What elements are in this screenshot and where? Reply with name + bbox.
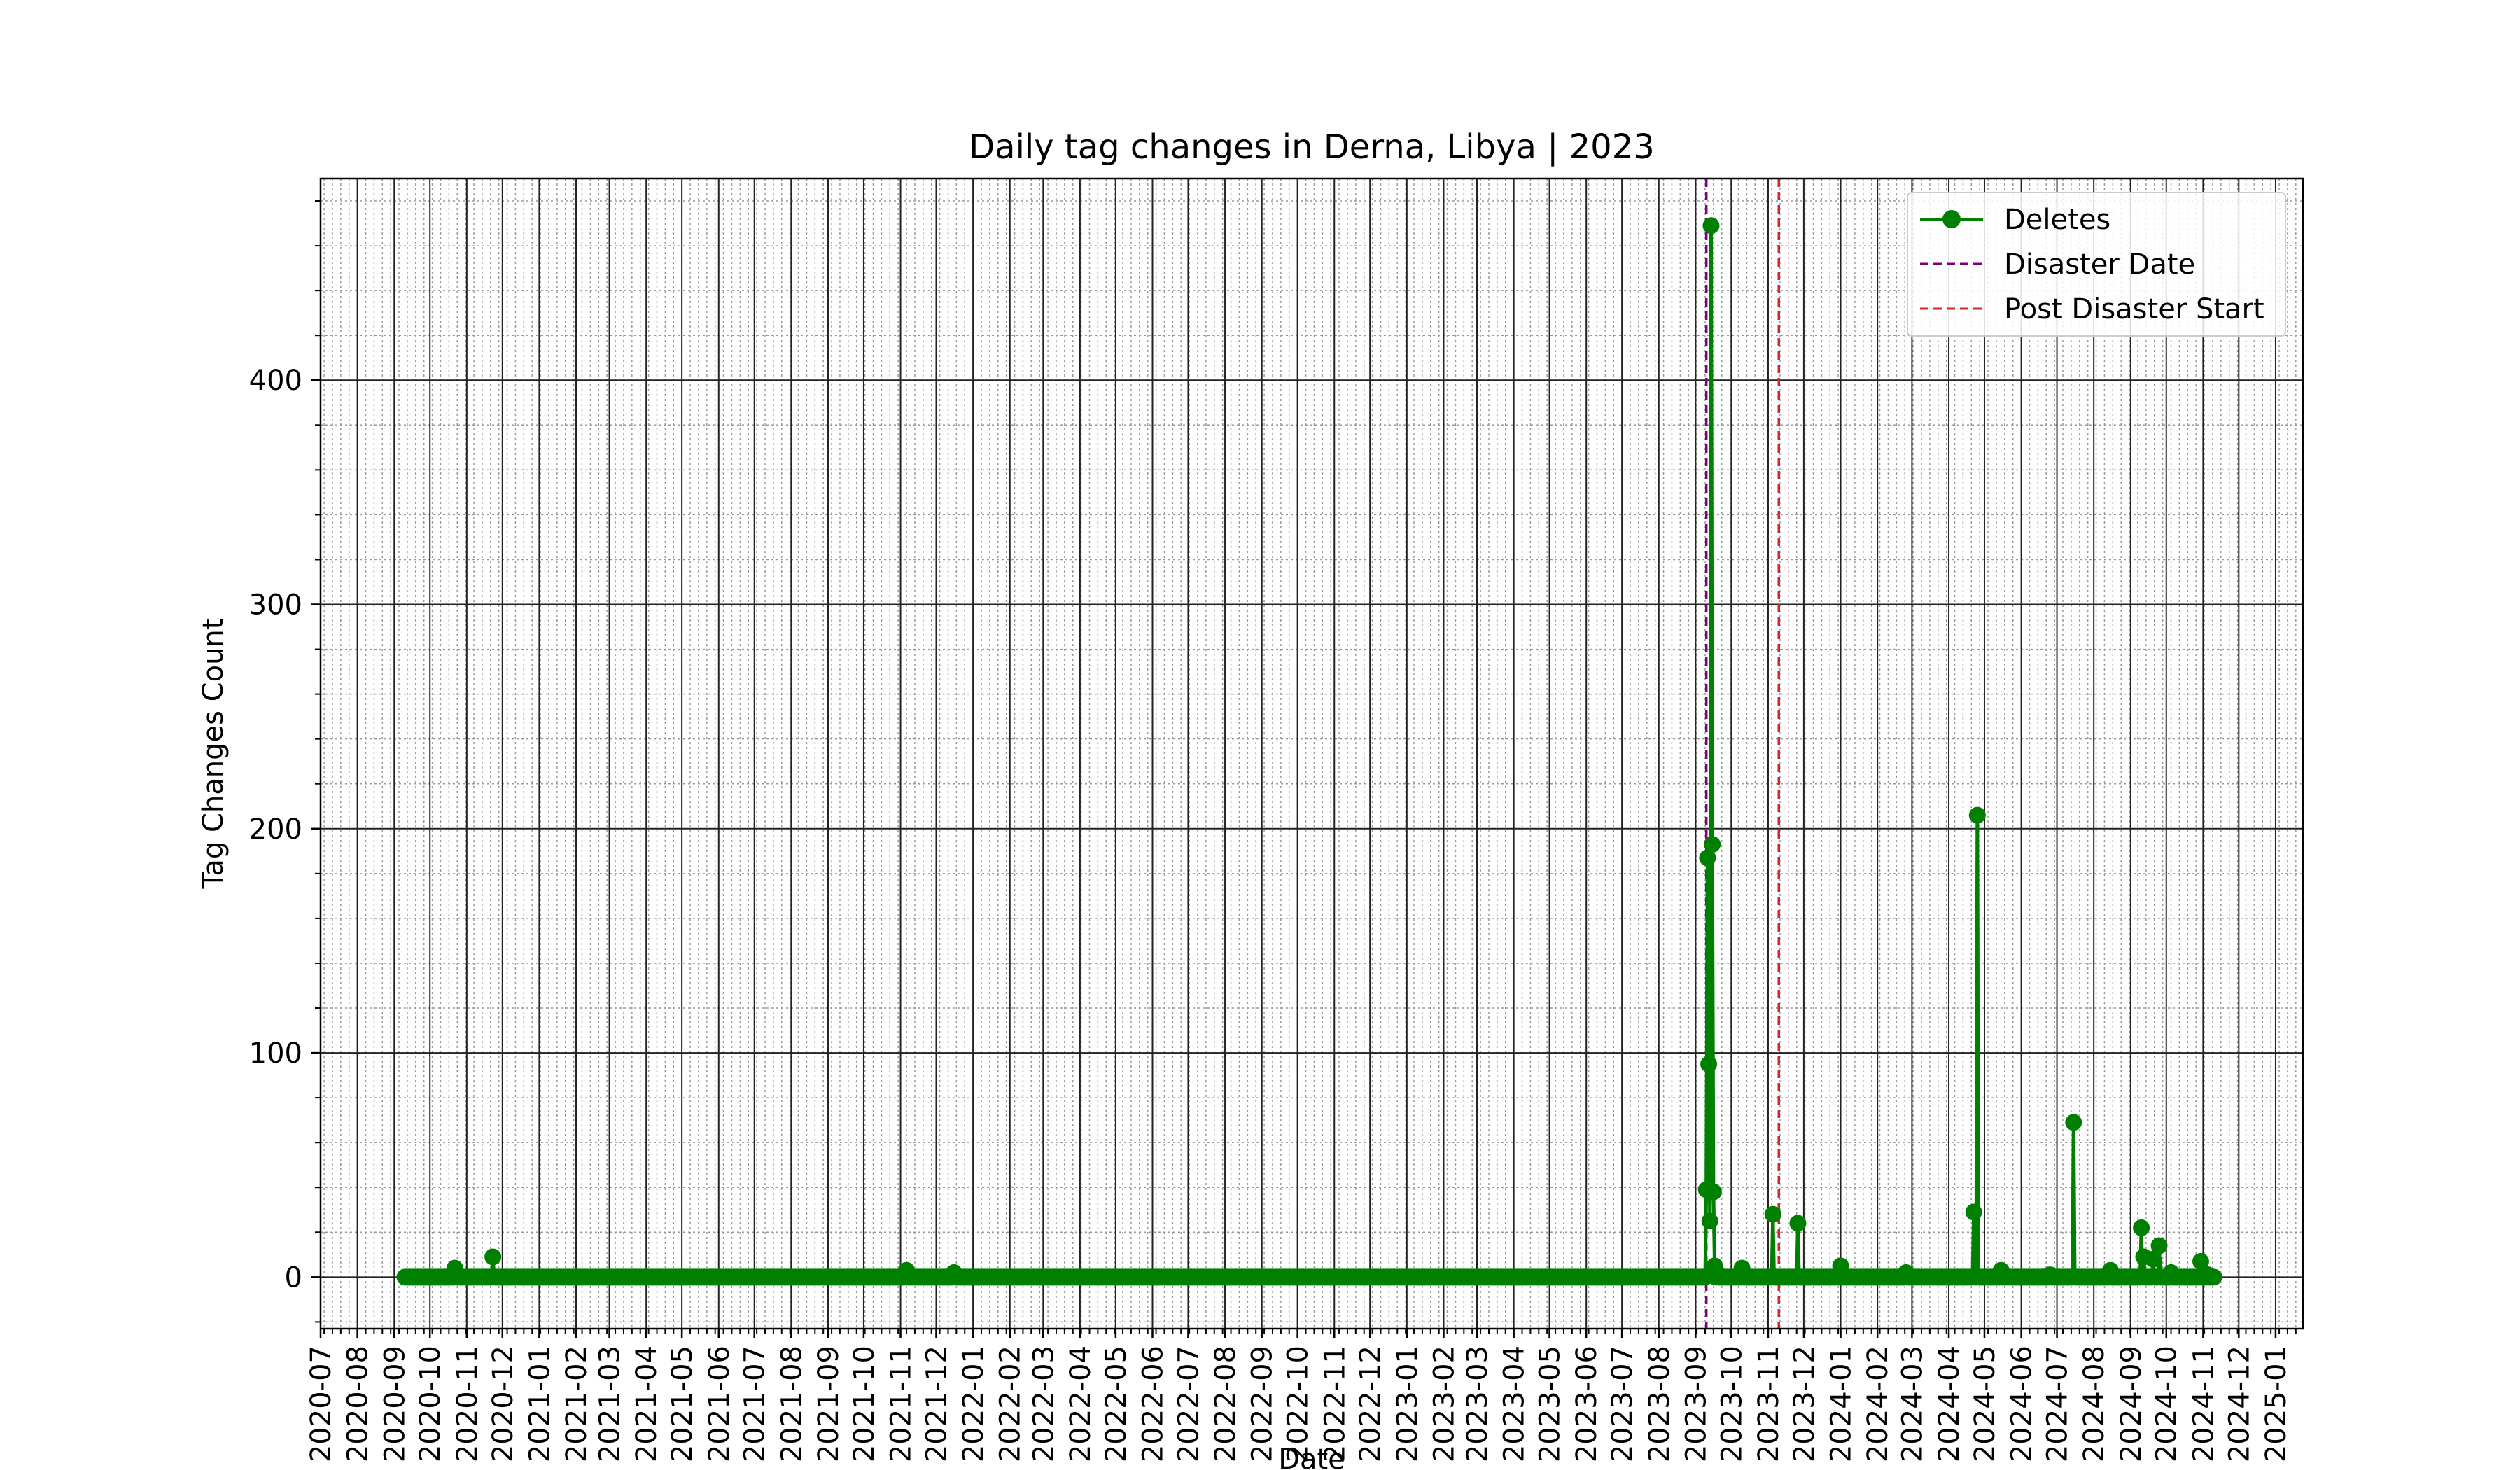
x-tick-label: 2022-04	[1065, 1345, 1097, 1462]
x-tick-label: 2022-05	[1100, 1345, 1133, 1462]
x-tick-label: 2023-08	[1644, 1345, 1676, 1462]
x-tick-label: 2022-01	[958, 1345, 990, 1462]
x-tick-label: 2021-12	[920, 1345, 953, 1462]
x-tick-label: 2021-08	[776, 1345, 808, 1462]
data-point	[2192, 1252, 2209, 1270]
x-tick-label: 2021-10	[848, 1345, 881, 1462]
x-tick-label: 2023-12	[1788, 1345, 1821, 1462]
x-tick-label: 2023-01	[1392, 1345, 1424, 1462]
y-tick-label: 0	[285, 1261, 302, 1294]
x-tick-label: 2024-01	[1826, 1345, 1858, 1462]
data-point	[1704, 1183, 1722, 1200]
data-point	[1699, 849, 1716, 867]
legend: Deletes Disaster Date Post Disaster Star…	[1907, 192, 2286, 337]
legend-deletes-marker	[1942, 210, 1961, 228]
x-tick-label: 2022-11	[1319, 1345, 1351, 1462]
x-tick-label: 2022-06	[1137, 1345, 1169, 1462]
x-tick-label: 2024-11	[2188, 1345, 2220, 1462]
x-tick-label: 2020-08	[342, 1345, 374, 1462]
x-tick-label: 2023-03	[1462, 1345, 1494, 1462]
x-tick-label: 2020-07	[305, 1345, 337, 1462]
x-tick-label: 2024-02	[1862, 1345, 1894, 1462]
data-point	[2145, 1250, 2162, 1268]
x-tick-label: 2021-01	[524, 1345, 556, 1462]
x-tick-label: 2024-05	[1969, 1345, 2001, 1462]
x-tick-label: 2024-10	[2151, 1345, 2183, 1462]
x-tick-label: 2023-09	[1680, 1345, 1712, 1462]
y-tick-label: 400	[249, 365, 302, 397]
x-tick-label: 2024-06	[2006, 1345, 2038, 1462]
legend-post-disaster-start-label: Post Disaster Start	[2004, 293, 2264, 326]
legend-disaster-date-label: Disaster Date	[2004, 248, 2195, 281]
data-point	[1702, 217, 1720, 234]
data-point	[2150, 1237, 2168, 1254]
x-tick-label: 2024-09	[2115, 1345, 2148, 1462]
data-point	[2065, 1114, 2082, 1131]
x-tick-label: 2021-05	[666, 1345, 699, 1462]
x-tick-label: 2024-08	[2078, 1345, 2110, 1462]
y-tick-label: 300	[249, 589, 302, 622]
x-tick-label: 2021-09	[813, 1345, 845, 1462]
x-tick-label: 2024-12	[2223, 1345, 2255, 1462]
x-tick-label: 2023-02	[1428, 1345, 1460, 1462]
major-grid	[320, 178, 2303, 1329]
x-tick-label: 2021-04	[631, 1345, 663, 1462]
x-tick-label: 2024-07	[2042, 1345, 2074, 1462]
x-tick-label: 2023-05	[1534, 1345, 1567, 1462]
chart-title: Daily tag changes in Derna, Libya | 2023	[969, 127, 1655, 167]
x-tick-label: 2021-03	[594, 1345, 626, 1462]
x-axis-label: Date	[1278, 1443, 1345, 1470]
x-tick-label: 2022-07	[1172, 1345, 1205, 1462]
x-tick-label: 2022-10	[1282, 1345, 1315, 1462]
x-tick-label: 2022-02	[995, 1345, 1027, 1462]
x-tick-label: 2023-04	[1499, 1345, 1531, 1462]
x-tick-label: 2021-11	[886, 1345, 918, 1462]
data-point	[1701, 1212, 1718, 1230]
x-tick-label: 2024-04	[1933, 1345, 1966, 1462]
minor-grid	[321, 178, 2303, 1329]
x-tick-label: 2025-01	[2260, 1345, 2292, 1462]
data-point	[1704, 836, 1721, 853]
x-tick-label: 2022-08	[1210, 1345, 1242, 1462]
data-point	[1764, 1205, 1782, 1223]
plot-frame	[319, 177, 2304, 1330]
y-axis-label: Tag Changes Count	[197, 619, 230, 890]
legend-box	[1907, 192, 2286, 337]
x-tick-label: 2023-11	[1753, 1345, 1785, 1462]
x-tick-label: 2022-12	[1354, 1345, 1387, 1462]
x-tick-label: 2021-07	[739, 1345, 771, 1462]
y-tick-label: 200	[249, 813, 302, 846]
x-tick-label: 2021-06	[704, 1345, 736, 1462]
data-point	[2133, 1219, 2150, 1236]
data-series	[396, 217, 2222, 1286]
data-point	[2205, 1268, 2222, 1286]
x-tick-label: 2023-10	[1716, 1345, 1748, 1462]
data-point	[1789, 1214, 1807, 1232]
x-tick-label: 2023-07	[1606, 1345, 1639, 1462]
y-tick-label: 100	[249, 1037, 302, 1070]
x-tick-label: 2022-09	[1247, 1345, 1279, 1462]
x-tick-label: 2020-12	[487, 1345, 519, 1462]
x-tick-label: 2022-03	[1028, 1345, 1060, 1462]
data-point	[1965, 1203, 1982, 1221]
series-line	[404, 223, 2215, 1279]
x-tick-label: 2023-06	[1571, 1345, 1603, 1462]
data-point	[1700, 1056, 1718, 1073]
data-point	[1968, 806, 1986, 824]
x-tick-label: 2024-03	[1896, 1345, 1928, 1462]
x-tick-label: 2020-11	[451, 1345, 484, 1462]
x-tick-label: 2021-02	[561, 1345, 593, 1462]
legend-deletes-label: Deletes	[2004, 204, 2110, 236]
data-point	[484, 1248, 502, 1266]
x-tick-label: 2020-09	[379, 1345, 411, 1462]
x-tick-label: 2020-10	[414, 1345, 447, 1462]
